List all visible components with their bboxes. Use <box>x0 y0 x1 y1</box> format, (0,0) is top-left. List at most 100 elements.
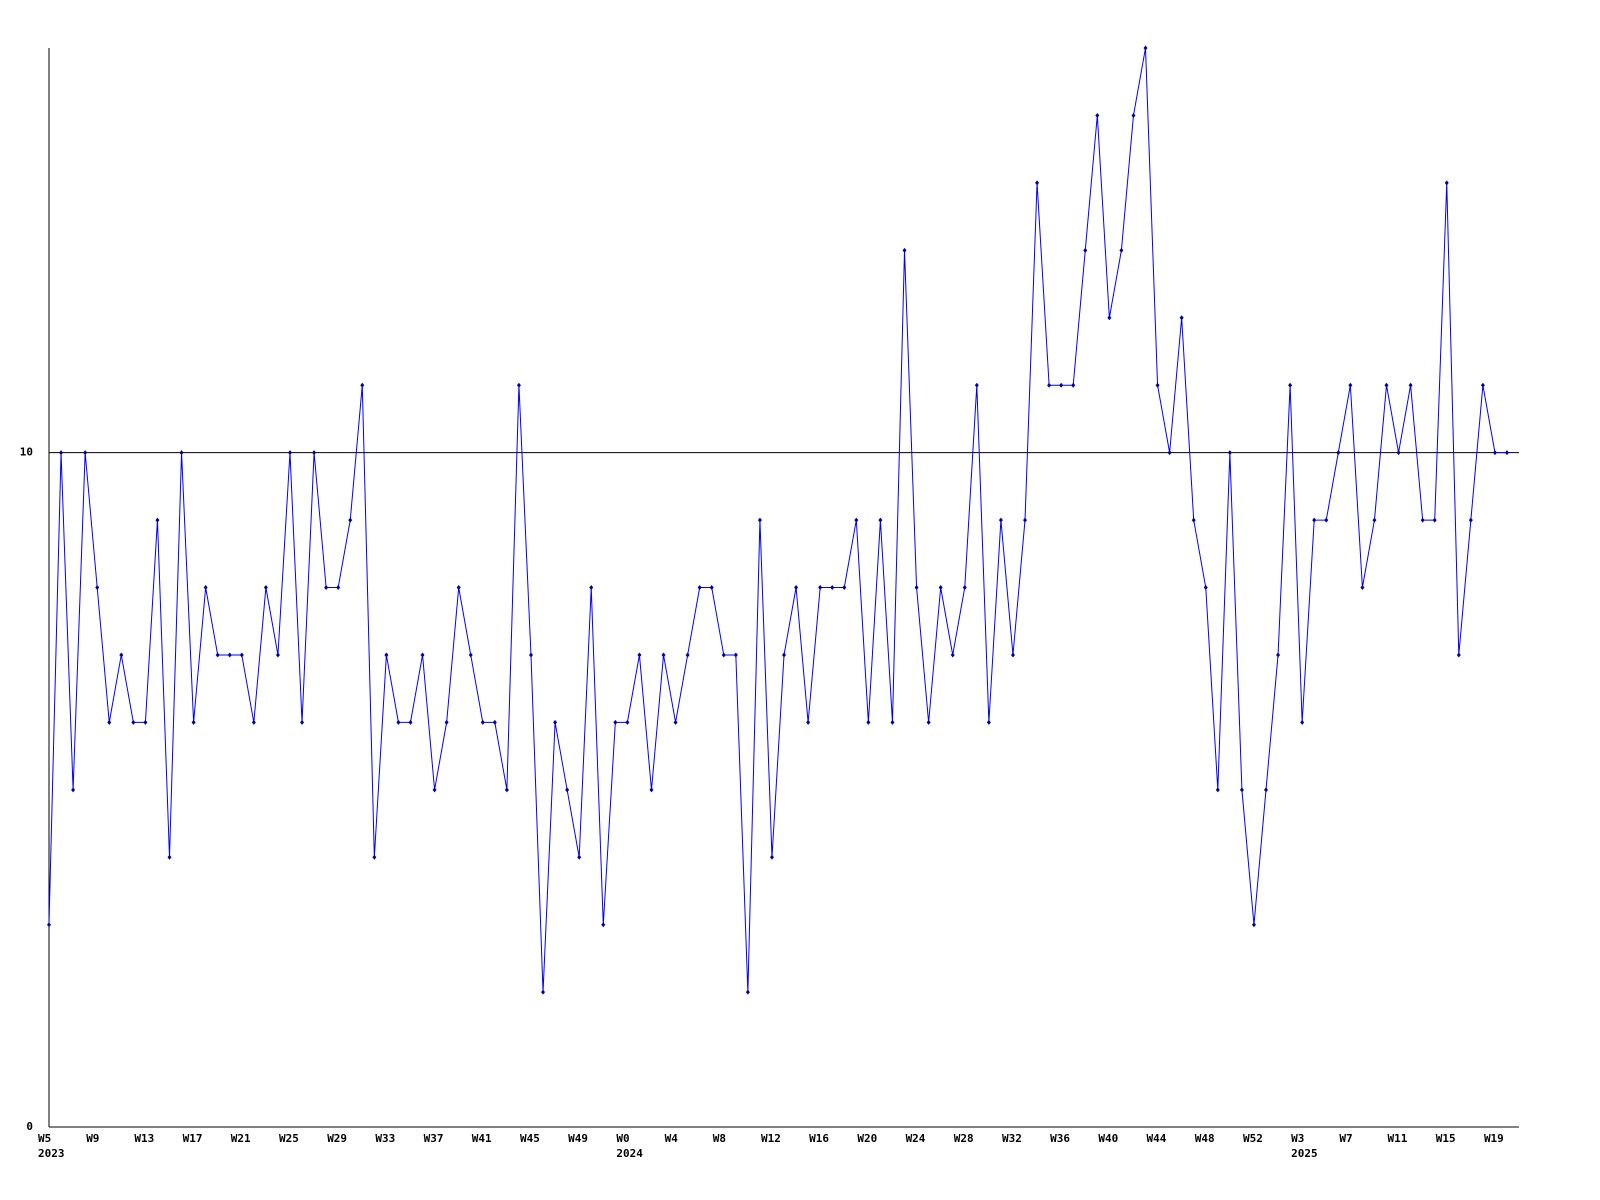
data-point <box>408 719 413 725</box>
data-point <box>1155 382 1160 388</box>
data-point <box>1360 585 1365 590</box>
data-point <box>396 719 401 725</box>
data-point <box>697 585 702 590</box>
data-point <box>661 652 666 658</box>
data-point <box>155 517 160 523</box>
data-point <box>1107 315 1112 321</box>
data-point <box>553 719 558 725</box>
data-point <box>1505 450 1509 456</box>
data-point <box>516 382 521 388</box>
data-point <box>589 585 594 590</box>
data-point <box>685 652 690 658</box>
y-tick-label: 0 <box>26 1120 33 1133</box>
data-point <box>998 517 1003 523</box>
data-point <box>468 652 473 658</box>
data-point <box>721 652 726 658</box>
data-point <box>1372 517 1377 523</box>
data-point <box>950 652 955 658</box>
data-point <box>59 450 64 456</box>
data-point <box>866 719 871 725</box>
data-point <box>1468 517 1473 523</box>
x-tick-label: W25 <box>279 1132 299 1145</box>
x-tick-label: W44 <box>1147 1132 1167 1145</box>
data-point <box>794 585 799 590</box>
data-point <box>1131 112 1136 118</box>
x-tick-label: W40 <box>1098 1132 1118 1145</box>
data-point <box>1023 517 1028 523</box>
x-tick-label: W24 <box>906 1132 926 1145</box>
data-point <box>733 652 738 658</box>
data-point <box>312 450 317 456</box>
x-tick-label: W28 <box>954 1132 974 1145</box>
data-point <box>745 989 750 995</box>
data-point <box>348 517 353 523</box>
data-point <box>1324 517 1329 523</box>
x-tick-label: W8 <box>713 1132 726 1145</box>
data-point <box>962 585 967 590</box>
data-point <box>1167 450 1172 456</box>
data-point <box>1336 450 1341 456</box>
data-point <box>227 652 232 658</box>
data-point <box>1143 45 1148 51</box>
x-tick-label: W13 <box>134 1132 154 1145</box>
data-point <box>1396 450 1401 456</box>
data-point <box>1492 450 1497 456</box>
data-point <box>541 989 546 995</box>
data-point <box>83 450 88 456</box>
data-point <box>95 585 100 590</box>
data-point <box>1010 652 1015 658</box>
data-point <box>1444 180 1449 186</box>
data-point <box>1083 247 1088 253</box>
data-point <box>1264 787 1269 793</box>
data-point <box>167 854 172 860</box>
x-tick-label: W15 <box>1436 1132 1456 1145</box>
x-year-label: 2024 <box>616 1147 643 1160</box>
x-tick-label: W7 <box>1339 1132 1352 1145</box>
x-tick-label: W0 <box>616 1132 629 1145</box>
data-point <box>480 719 485 725</box>
data-point <box>974 382 979 388</box>
x-tick-label: W16 <box>809 1132 829 1145</box>
x-tick-label: W17 <box>183 1132 203 1145</box>
y-tick-label: 10 <box>20 446 33 459</box>
data-point <box>1348 382 1353 388</box>
data-point <box>673 719 678 725</box>
data-point <box>336 585 341 590</box>
data-point <box>107 719 112 725</box>
data-point <box>757 517 762 523</box>
data-point <box>179 450 184 456</box>
data-point <box>1179 315 1184 321</box>
data-point <box>71 787 76 793</box>
x-tick-label: W11 <box>1388 1132 1408 1145</box>
data-point <box>577 854 582 860</box>
data-point <box>830 585 835 590</box>
data-point <box>420 652 425 658</box>
x-tick-label: W45 <box>520 1132 540 1145</box>
data-point <box>1059 382 1064 388</box>
data-point <box>324 585 329 590</box>
data-point <box>1215 787 1220 793</box>
data-point <box>300 719 305 725</box>
x-tick-label: W32 <box>1002 1132 1022 1145</box>
data-point <box>1071 382 1076 388</box>
x-tick-label: W21 <box>231 1132 251 1145</box>
data-point <box>1047 382 1052 388</box>
data-point <box>782 652 787 658</box>
x-tick-label: W37 <box>424 1132 444 1145</box>
data-point <box>1432 517 1437 523</box>
data-point <box>1312 517 1317 523</box>
data-point <box>806 719 811 725</box>
data-point <box>372 854 377 860</box>
x-tick-label: W20 <box>857 1132 877 1145</box>
data-point <box>878 517 883 523</box>
x-tick-label: W3 <box>1291 1132 1304 1145</box>
data-point <box>986 719 991 725</box>
data-point <box>1276 652 1281 658</box>
data-point <box>1227 450 1232 456</box>
x-tick-label: W29 <box>327 1132 347 1145</box>
x-tick-label: W33 <box>375 1132 395 1145</box>
data-point <box>625 719 630 725</box>
data-point <box>1408 382 1413 388</box>
data-point <box>890 719 895 725</box>
data-point <box>251 719 256 725</box>
